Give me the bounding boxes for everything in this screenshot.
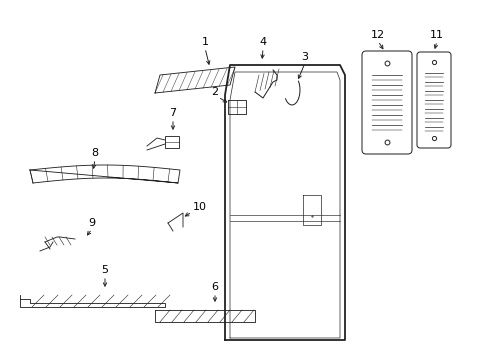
Text: 7: 7 [169, 108, 176, 118]
Text: 9: 9 [88, 218, 95, 228]
Bar [164, 136, 179, 148]
Text: 12: 12 [370, 30, 384, 40]
Text: 5: 5 [102, 265, 108, 275]
Text: 11: 11 [429, 30, 443, 40]
Text: 3: 3 [301, 52, 308, 62]
Text: 4: 4 [259, 37, 266, 47]
Text: 6: 6 [211, 282, 218, 292]
Text: 8: 8 [91, 148, 99, 158]
Text: 10: 10 [193, 202, 206, 212]
Text: 1: 1 [201, 37, 208, 47]
Text: 2: 2 [211, 87, 218, 97]
